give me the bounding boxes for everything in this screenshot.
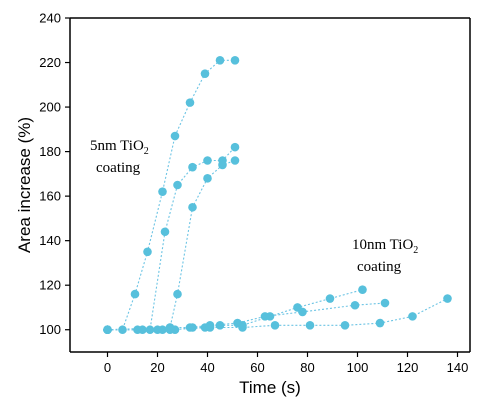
y-tick-label-240: 240 (39, 11, 61, 26)
series-1-point-5 (158, 187, 167, 196)
series-points (103, 56, 452, 335)
x-tick-label-140: 140 (447, 360, 469, 375)
series-1-point-2 (118, 325, 127, 335)
annotation-10nm-line2: coating (357, 259, 402, 275)
svg-text:5nm TiO2: 5nm TiO2 (90, 138, 149, 157)
annotation-10nm-main: 10nm TiO (352, 237, 413, 253)
ticks: 0 20 40 60 80 100 120 140 100 120 140 160 180 200 220 2… (39, 11, 468, 376)
series-6-point-1 (103, 325, 112, 335)
series-1-point-4 (143, 247, 152, 257)
series-5-point-6 (260, 312, 270, 321)
y-tick-label-200: 200 (39, 100, 61, 115)
series-6-point-7 (340, 320, 350, 330)
annotation-5nm-line2: coating (96, 160, 141, 176)
x-tick-label-80: 80 (300, 360, 314, 375)
series-2-point-3 (145, 325, 155, 335)
y-tick-label-140: 140 (39, 233, 61, 248)
series-5-point-7 (298, 307, 307, 317)
y-tick-label-100: 100 (39, 322, 61, 337)
x-tick-label-120: 120 (397, 360, 419, 375)
series-6-line (107, 298, 448, 331)
series-3-point-9 (230, 156, 240, 165)
series-2-point-6 (188, 162, 197, 172)
series-1-line (107, 59, 235, 331)
x-axis-title: Time (s) (239, 378, 301, 397)
series-1-point-7 (185, 98, 195, 107)
series-1-point-9 (215, 56, 225, 65)
plot-area (69, 17, 471, 353)
y-tick-label-120: 120 (39, 278, 61, 293)
y-axis-title: Area increase (%) (15, 117, 34, 253)
series-5-point-9 (380, 298, 390, 308)
y-tick-label-160: 160 (39, 189, 61, 204)
series-5-point-8 (350, 300, 360, 310)
annotation-10nm: 10nm TiO2 coating (352, 237, 418, 275)
series-6-point-6 (305, 320, 315, 330)
series-3-line (107, 159, 236, 331)
x-tick-label-60: 60 (250, 360, 264, 375)
series-1-point-8 (200, 69, 210, 78)
series-1-point-3 (130, 289, 140, 299)
series-6-point-8 (375, 318, 385, 328)
series-4-point-11 (358, 285, 367, 294)
series-6-point-2 (165, 325, 175, 335)
y-tick-label-220: 220 (39, 55, 61, 70)
series-2-point-4 (160, 227, 170, 237)
series-6-point-5 (270, 320, 280, 330)
series-2-point-5 (173, 180, 182, 190)
series-3-point-7 (203, 174, 212, 183)
series-6-point-4 (238, 323, 247, 332)
x-tick-label-40: 40 (200, 360, 214, 375)
series-6-point-3 (205, 323, 215, 332)
series-lines (107, 59, 448, 331)
x-tick-label-20: 20 (150, 360, 164, 375)
series-2-point-9 (230, 142, 240, 152)
series-3-point-5 (173, 289, 182, 299)
annotation-10nm-sub: 2 (413, 245, 418, 256)
series-3-point-6 (188, 202, 197, 212)
series-2-point-7 (203, 156, 212, 165)
series-6-point-10 (443, 294, 452, 303)
series-1-point-10 (230, 56, 240, 65)
series-4-point-10 (325, 294, 335, 303)
y-tick-label-180: 180 (39, 144, 61, 159)
series-6-point-9 (408, 312, 417, 321)
series-3-point-8 (218, 160, 227, 170)
annotation-5nm: 5nm TiO2 coating (90, 138, 149, 176)
series-5-point-3 (185, 323, 195, 332)
x-tick-label-0: 0 (104, 360, 111, 375)
annotation-5nm-main: 5nm TiO (90, 138, 144, 154)
series-1-point-6 (170, 131, 180, 141)
series-4-point-6 (215, 320, 225, 330)
series-4-point-2 (158, 325, 167, 335)
x-tick-label-100: 100 (347, 360, 369, 375)
svg-text:10nm TiO2: 10nm TiO2 (352, 237, 418, 256)
series-3-point-2 (138, 325, 147, 335)
annotation-5nm-sub: 2 (144, 146, 149, 157)
